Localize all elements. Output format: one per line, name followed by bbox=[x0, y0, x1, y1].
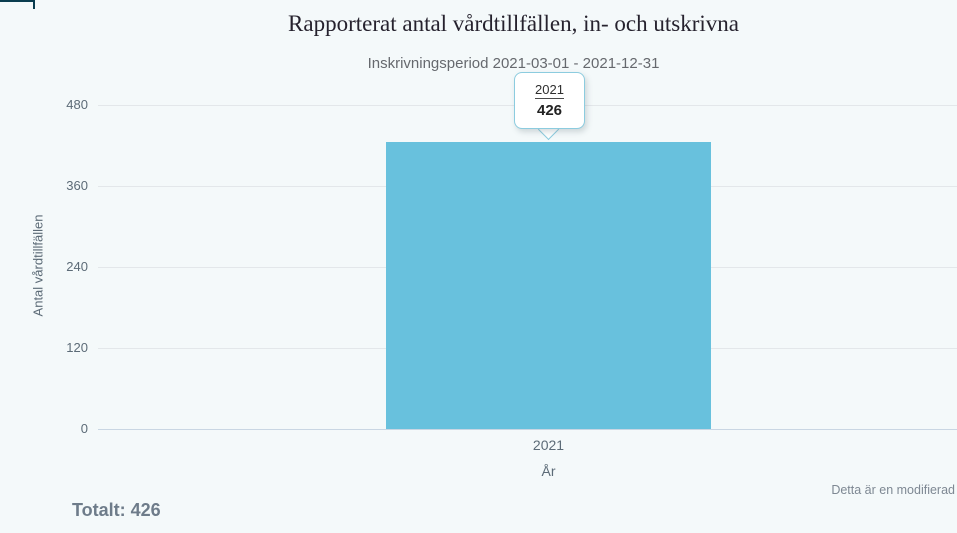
x-tick-label: 2021 bbox=[532, 437, 565, 453]
tooltip: 2021 426 bbox=[514, 72, 585, 129]
x-axis-title: År bbox=[541, 463, 556, 479]
modified-note: Detta är en modifierad bbox=[831, 483, 955, 497]
y-tick-label: 360 bbox=[66, 178, 88, 193]
y-tick-label: 0 bbox=[80, 421, 88, 436]
x-axis-line bbox=[98, 429, 957, 430]
y-tick-label: 120 bbox=[66, 340, 88, 355]
bar-2021[interactable] bbox=[386, 142, 711, 429]
y-axis-title: Antal vårdtillfällen bbox=[30, 214, 46, 317]
corner-accent-vertical bbox=[33, 0, 35, 9]
total-label: Totalt: 426 bbox=[72, 500, 161, 520]
corner-accent-horizontal bbox=[0, 0, 35, 2]
chart-title: Rapporterat antal vårdtillfällen, in- oc… bbox=[288, 11, 739, 36]
tooltip-category: 2021 bbox=[535, 82, 564, 99]
tooltip-value: 426 bbox=[536, 102, 563, 119]
y-tick-label: 480 bbox=[66, 97, 88, 112]
y-tick-label: 240 bbox=[66, 259, 88, 274]
chart-subtitle: Inskrivningsperiod 2021-03-01 - 2021-12-… bbox=[367, 55, 660, 72]
